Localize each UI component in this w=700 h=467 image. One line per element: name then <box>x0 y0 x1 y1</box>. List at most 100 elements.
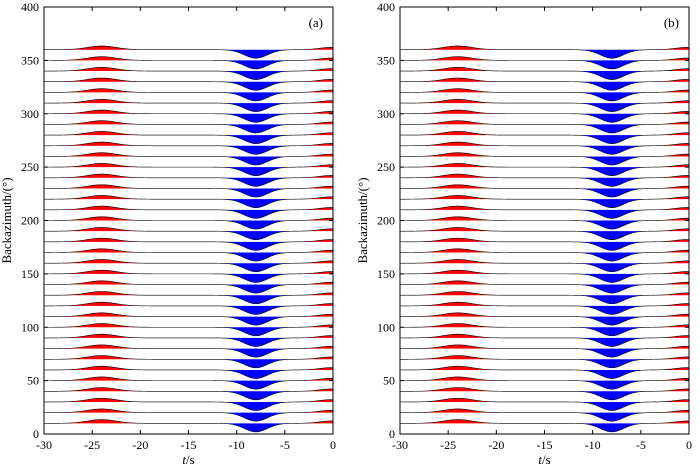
positive-pulse <box>44 110 160 114</box>
positive-pulse <box>44 419 160 424</box>
positive-pulse <box>640 218 689 221</box>
positive-pulse <box>44 195 160 200</box>
negative-pulse <box>209 92 303 101</box>
positive-pulse <box>284 175 333 178</box>
negative-pulse <box>565 273 659 283</box>
x-tick-label: -15 <box>181 438 197 452</box>
x-tick-label: -30 <box>392 438 408 452</box>
positive-pulse <box>44 216 160 221</box>
negative-pulse <box>209 103 303 112</box>
trace-line <box>44 152 333 166</box>
negative-pulse <box>209 209 303 219</box>
trace-baz-180 <box>44 237 333 251</box>
positive-pulse <box>640 346 689 349</box>
positive-pulse <box>284 410 333 413</box>
trace-baz-140 <box>400 280 689 294</box>
positive-pulse <box>44 334 160 338</box>
trace-baz-110 <box>44 312 333 326</box>
y-tick-label: 400 <box>377 0 395 14</box>
positive-pulse <box>400 88 516 93</box>
trace-line <box>44 56 333 70</box>
trace-line <box>400 109 689 123</box>
trace-line <box>400 56 689 70</box>
y-tick-label: 350 <box>21 53 39 67</box>
negative-pulse <box>209 241 303 251</box>
negative-pulse <box>209 252 303 262</box>
x-axis-label: t/s <box>182 452 194 467</box>
negative-pulse <box>565 284 659 294</box>
trace-baz-290 <box>44 120 333 134</box>
positive-pulse <box>44 227 160 232</box>
trace-line <box>400 163 689 176</box>
positive-pulse <box>284 196 333 200</box>
positive-pulse <box>400 131 516 136</box>
positive-pulse <box>400 408 516 413</box>
positive-pulse <box>400 238 516 242</box>
negative-pulse <box>565 145 659 155</box>
negative-pulse <box>209 337 303 347</box>
trace-baz-30 <box>400 397 689 411</box>
positive-pulse <box>284 79 333 82</box>
y-tick-label: 200 <box>21 214 39 228</box>
positive-pulse <box>44 238 160 242</box>
positive-pulse <box>640 378 689 381</box>
negative-pulse <box>209 231 303 240</box>
trace-baz-90 <box>44 333 333 347</box>
positive-pulse <box>400 398 516 402</box>
trace-line <box>44 280 333 294</box>
trace-line <box>44 291 333 305</box>
positive-pulse <box>640 410 689 413</box>
positive-pulse <box>400 334 516 338</box>
positive-pulse <box>400 99 516 104</box>
positive-pulse <box>284 378 333 381</box>
trace-baz-150 <box>400 269 689 283</box>
trace-baz-310 <box>44 99 333 112</box>
positive-pulse <box>44 312 160 317</box>
positive-pulse <box>400 376 516 381</box>
positive-pulse <box>640 143 689 146</box>
positive-pulse <box>284 154 333 157</box>
negative-pulse <box>565 167 659 176</box>
negative-pulse <box>565 81 659 91</box>
trace-line <box>44 365 333 379</box>
trace-baz-120 <box>44 301 333 315</box>
trace-baz-220 <box>400 195 689 208</box>
negative-pulse <box>209 220 303 230</box>
trace-baz-360 <box>44 45 333 59</box>
positive-pulse <box>44 99 160 104</box>
positive-pulse <box>284 207 333 210</box>
trace-baz-320 <box>400 88 689 102</box>
trace-line <box>44 120 333 134</box>
x-axis-label-unit: /s <box>542 452 551 467</box>
negative-pulse <box>565 423 659 432</box>
y-tick-label: 0 <box>389 427 395 441</box>
negative-pulse <box>209 188 303 198</box>
positive-pulse <box>400 77 516 82</box>
y-axis-label: Backazimuth/(°) <box>355 177 370 263</box>
x-tick-label: -10 <box>229 438 245 452</box>
positive-pulse <box>640 314 689 317</box>
positive-pulse <box>44 152 160 157</box>
y-tick-label: 400 <box>21 0 39 14</box>
trace-baz-280 <box>44 131 333 144</box>
trace-baz-250 <box>400 163 689 176</box>
positive-pulse <box>400 184 516 189</box>
trace-baz-40 <box>44 387 333 401</box>
trace-line <box>44 173 333 187</box>
trace-line <box>400 216 689 230</box>
negative-pulse <box>565 359 659 368</box>
x-tick-label: -25 <box>84 438 100 452</box>
positive-pulse <box>400 195 516 200</box>
positive-pulse <box>284 388 333 392</box>
trace-baz-340 <box>400 67 689 80</box>
trace-line <box>44 131 333 144</box>
positive-pulse <box>284 292 333 296</box>
positive-pulse <box>400 45 516 50</box>
negative-pulse <box>209 359 303 368</box>
trace-line <box>44 205 333 219</box>
trace-line <box>400 408 689 422</box>
trace-line <box>400 291 689 305</box>
trace-line <box>400 280 689 294</box>
negative-pulse <box>209 177 303 187</box>
trace-line <box>44 259 333 273</box>
